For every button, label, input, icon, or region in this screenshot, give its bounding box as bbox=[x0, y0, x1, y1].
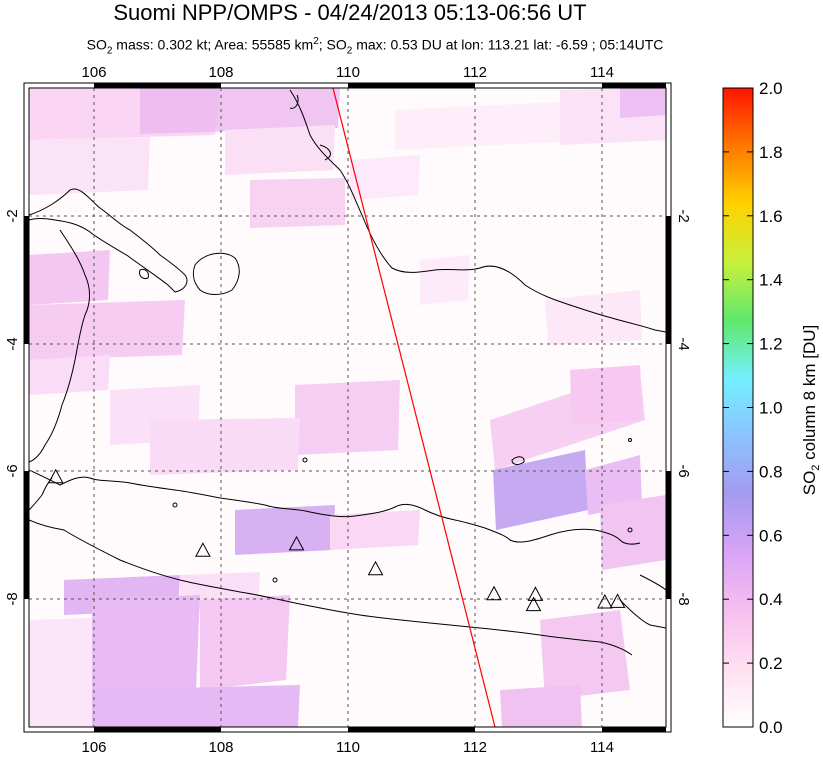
volcano-markers bbox=[47, 468, 626, 612]
subtitle-mass-label: SO bbox=[86, 36, 107, 53]
lat-label-left: -4 bbox=[4, 337, 21, 350]
coastline bbox=[29, 89, 666, 656]
colorbar-tick-label: 2.0 bbox=[759, 79, 783, 98]
map-subtitle: SO2 mass: 0.302 kt; Area: 55585 km2; SO2… bbox=[0, 33, 750, 60]
graticule bbox=[29, 88, 666, 727]
lon-label-top: 110 bbox=[336, 64, 360, 81]
map-frame bbox=[23, 82, 672, 733]
lat-label-right: -6 bbox=[675, 464, 692, 477]
colorbar-tick-label: 1.2 bbox=[759, 335, 783, 354]
lon-label-top: 108 bbox=[208, 64, 233, 81]
subtitle-mass-sub: 2 bbox=[106, 45, 113, 57]
subtitle-max-label: ; SO bbox=[318, 36, 347, 53]
subtitle-area-sup: 2 bbox=[313, 36, 319, 47]
colorbar-tick-label: 0.2 bbox=[759, 654, 783, 673]
longitude-labels: 106 108 110 112 114 106 108 110 112 114 bbox=[81, 64, 613, 756]
lat-label-right: -4 bbox=[675, 337, 692, 350]
colorbar: 0.0 0.2 0.4 0.6 0.8 1.0 1.2 1.4 1.6 1.8 2.0 SO2 co… bbox=[722, 79, 822, 737]
volcano-marker bbox=[288, 535, 305, 551]
subtitle-max-sub: 2 bbox=[346, 45, 353, 57]
colorbar-tick-label: 0.8 bbox=[759, 462, 783, 481]
lon-label-top: 106 bbox=[81, 64, 106, 81]
lat-label-left: -8 bbox=[4, 592, 21, 605]
volcano-marker bbox=[609, 593, 626, 608]
colorbar-tick-label: 0.0 bbox=[759, 718, 783, 737]
volcano-marker bbox=[367, 560, 384, 576]
lon-label-top: 114 bbox=[590, 64, 614, 81]
colorbar-tick-label: 1.0 bbox=[759, 399, 783, 418]
lat-label-left: -6 bbox=[4, 464, 21, 477]
volcano-marker bbox=[597, 593, 613, 609]
colorbar-tick-label: 1.6 bbox=[759, 207, 783, 226]
lat-label-right: -2 bbox=[675, 209, 692, 222]
colorbar-tick-label: 1.8 bbox=[759, 143, 783, 162]
satellite-orbit-track bbox=[332, 88, 496, 727]
volcano-marker bbox=[525, 596, 542, 612]
colorbar-title: SO2 column 8 km [DU] bbox=[800, 325, 822, 496]
lon-label-bottom: 114 bbox=[590, 739, 614, 756]
lon-label-bottom: 110 bbox=[336, 739, 360, 756]
subtitle-max-info: max: 0.53 DU at lon: 113.21 lat: -6.59 ;… bbox=[352, 36, 664, 53]
map-title: Suomi NPP/OMPS - 04/24/2013 05:13-06:56 … bbox=[113, 0, 587, 25]
colorbar-ticks: 0.0 0.2 0.4 0.6 0.8 1.0 1.2 1.4 1.6 1.8 2.0 bbox=[723, 79, 783, 737]
subtitle-mass-area: mass: 0.302 kt; Area: 55585 km bbox=[112, 36, 314, 53]
colorbar-tick-label: 0.4 bbox=[759, 590, 783, 609]
lon-label-bottom: 108 bbox=[208, 739, 233, 756]
volcano-marker bbox=[47, 468, 64, 484]
volcano-marker bbox=[195, 542, 211, 557]
lat-label-left: -2 bbox=[4, 209, 21, 222]
lat-label-right: -8 bbox=[675, 592, 692, 605]
volcano-marker bbox=[486, 585, 502, 601]
lon-label-top: 112 bbox=[463, 64, 487, 81]
colorbar-tick-label: 1.4 bbox=[759, 271, 783, 290]
lon-label-bottom: 112 bbox=[463, 739, 487, 756]
latitude-labels: -2 -4 -6 -8 -2 -4 -6 -8 bbox=[4, 209, 692, 605]
colorbar-tick-label: 0.6 bbox=[759, 526, 783, 545]
lon-label-bottom: 106 bbox=[81, 739, 106, 756]
